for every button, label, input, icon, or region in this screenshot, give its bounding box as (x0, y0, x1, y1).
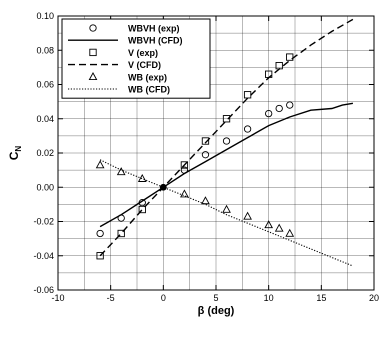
y-axis-label-main: C (7, 151, 21, 160)
x-tick-label: 10 (264, 293, 274, 303)
x-axis-label: β (deg) (198, 305, 235, 317)
data-point (222, 137, 231, 145)
legend-label: WBVH (exp) (128, 24, 180, 34)
legend-label: WB (CFD) (128, 85, 170, 95)
y-tick-label: 0.04 (36, 114, 54, 124)
series-line (99, 102, 354, 228)
series-line (99, 159, 354, 267)
y-tick-label: 0.02 (36, 148, 54, 158)
data-point (243, 91, 252, 99)
y-tick-label: 0.00 (36, 182, 54, 192)
plot-series (95, 18, 354, 267)
data-point (265, 109, 273, 118)
legend-item: V (CFD) (68, 60, 161, 70)
legend-label: V (CFD) (128, 60, 161, 70)
data-point (117, 229, 125, 238)
data-point (180, 161, 189, 169)
x-tick-label: 5 (213, 293, 218, 303)
data-point (275, 104, 283, 113)
data-point (243, 211, 252, 220)
data-point (275, 62, 283, 70)
x-tick-label: -5 (107, 293, 115, 303)
data-point (96, 229, 104, 238)
data-point (95, 160, 105, 169)
y-tick-label: 0.08 (36, 45, 54, 55)
y-tick-label: -0.06 (33, 285, 54, 295)
legend-label: WBVH (CFD) (128, 36, 183, 46)
legend-item: WBVH (CFD) (68, 36, 183, 46)
data-point (264, 220, 274, 229)
data-point (274, 223, 284, 232)
axis-ticks: -10 -5 0 5 10 15 20 -0.06 -0.04 -0.02 0.00 0.02 0.04… (33, 11, 379, 303)
origin-point (159, 183, 167, 191)
series-wbvh-cfd (99, 102, 354, 228)
series-line (99, 18, 354, 257)
x-tick-label: 0 (161, 293, 166, 303)
series-wbvh-exp (96, 101, 294, 238)
x-tick-label: -10 (51, 293, 64, 303)
data-point (286, 101, 294, 109)
y-tick-label: -0.04 (33, 251, 54, 261)
y-tick-label: 0.06 (36, 80, 54, 90)
x-tick-label: 20 (369, 293, 379, 303)
data-point (201, 137, 210, 145)
data-point (243, 125, 252, 133)
data-point (201, 151, 210, 159)
data-point (222, 115, 231, 123)
legend-marker-symbol (88, 72, 98, 81)
data-point (138, 205, 146, 214)
y-tick-label: -0.02 (33, 217, 54, 227)
legend-item: WB (CFD) (68, 85, 170, 95)
y-axis-label: CN (7, 146, 23, 161)
data-point (222, 204, 231, 213)
data-point (286, 53, 294, 61)
legend-marker-symbol (89, 24, 97, 32)
y-axis-label-subscript: N (14, 146, 23, 152)
series-wb-cfd (99, 159, 354, 267)
data-point (285, 228, 295, 237)
data-point (96, 252, 104, 260)
legend-label: V (exp) (128, 48, 158, 58)
legend-item: WB (exp) (88, 72, 167, 82)
series-v-cfd (99, 18, 354, 257)
data-point (180, 189, 189, 198)
legend-box (61, 18, 211, 99)
data-point (201, 196, 210, 205)
y-tick-label: 0.10 (36, 11, 54, 21)
legend: WBVH (exp) WBVH (CFD) V (exp) V (CFD) WB (ex… (61, 18, 211, 99)
legend-item: V (exp) (89, 48, 158, 58)
data-point (137, 173, 147, 182)
legend-item: WBVH (exp) (89, 24, 180, 34)
legend-marker-symbol (89, 48, 97, 57)
x-tick-label: 15 (316, 293, 326, 303)
legend-label: WB (exp) (128, 72, 167, 82)
